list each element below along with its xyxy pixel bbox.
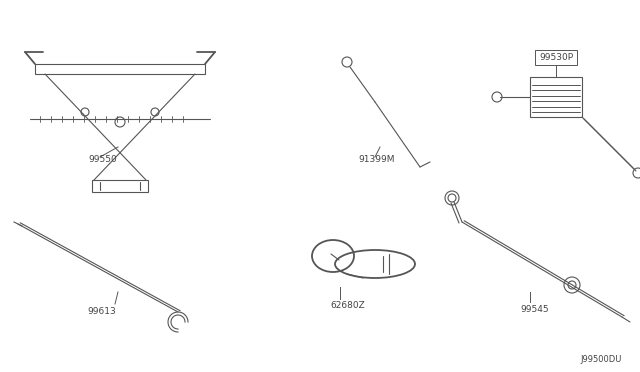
Bar: [92, 180, 148, 192]
Text: 99545: 99545: [520, 305, 548, 314]
Bar: [535, 50, 577, 65]
Text: J99500DU: J99500DU: [580, 355, 622, 364]
Text: 62680Z: 62680Z: [330, 301, 365, 310]
Text: 99530P: 99530P: [539, 52, 573, 61]
Bar: [35, 64, 205, 74]
Bar: [530, 77, 582, 117]
Text: 99613: 99613: [88, 307, 116, 316]
Text: 91399M: 91399M: [358, 155, 394, 164]
Text: 99550: 99550: [88, 155, 116, 164]
